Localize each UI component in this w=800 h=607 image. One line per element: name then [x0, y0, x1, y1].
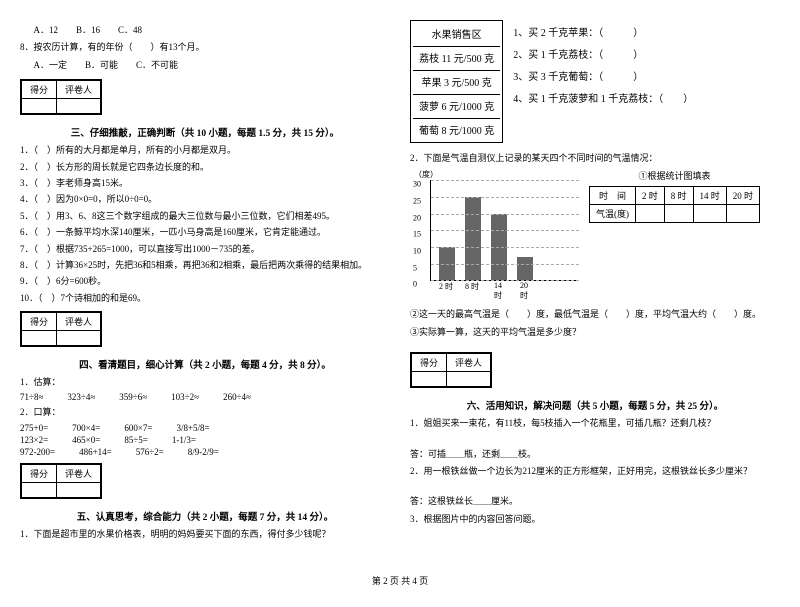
grader-label: 评卷人: [57, 464, 101, 482]
fruit-row: 葡萄 8 元/1000 克: [413, 118, 500, 140]
buy-list: 1、买 2 千克苹果：（ ） 2、买 1 千克荔枝：（ ） 3、买 3 千克葡萄…: [513, 20, 693, 143]
e1: 71÷8≈: [20, 392, 43, 402]
j6: 6．（ ）一条鲸平均水深140厘米，一匹小马身高是160厘米，它肯定能通过。: [20, 225, 390, 239]
fruit-row: 苹果 3 元/500 克: [413, 70, 500, 92]
c: 275+0=: [20, 423, 48, 433]
th: 8 时: [664, 187, 693, 205]
td: [664, 205, 693, 223]
q8: 8．按农历计算，有的年份（ ）有13个月。: [20, 40, 390, 54]
th: 20 时: [726, 187, 759, 205]
j5: 5．（ ）用3、6、8这三个数字组成的最大三位数与最小三位数，它们相差495。: [20, 209, 390, 223]
score-label: 得分: [412, 354, 447, 372]
temp-chart: （度） 051015202530 2 时8 时14 时20 时: [410, 169, 579, 301]
sec5-q1: 1．下面是超市里的水果价格表，明明的妈妈要买下面的东西，得付多少钱呢？: [20, 527, 390, 541]
td: [726, 205, 759, 223]
q8-options: A．一定 B．可能 C．不可能: [20, 58, 390, 72]
c: 972-200=: [20, 447, 55, 457]
page-footer: 第 2 页 共 4 页: [20, 574, 780, 587]
c: 1-1/3=: [172, 435, 196, 445]
j8: 8．（ ）计算36×25时，先把36和5相乘，再把36和2相乘，最后把两次乘得的…: [20, 258, 390, 272]
fruit-row: 菠萝 6 元/1000 克: [413, 94, 500, 116]
e4: 103÷2≈: [171, 392, 199, 402]
s6a1: 答：可插＿＿瓶，还剩＿＿枝。: [410, 447, 780, 461]
e3: 359÷6≈: [119, 392, 147, 402]
calc-row-3: 972-200= 486+14= 576÷2= 8/9-2/9=: [20, 447, 390, 457]
c: 576÷2=: [136, 447, 164, 457]
c: 3/8+5/8=: [176, 423, 209, 433]
score-label: 得分: [22, 81, 57, 99]
j9: 9．（ ）6分=600秒。: [20, 274, 390, 288]
buy3: 3、买 3 千克葡萄：（ ）: [513, 70, 693, 86]
score-box-6: 得分评卷人: [410, 352, 492, 388]
calc-row-2: 123×2= 465×0= 85÷5= 1-1/3=: [20, 435, 390, 445]
section3-title: 三、仔细推敲，正确判断（共 10 小题，每题 1.5 分，共 15 分）。: [20, 125, 390, 139]
calc-label: 2．口算：: [20, 405, 390, 419]
score-box-4: 得分评卷人: [20, 311, 102, 347]
section4-title: 四、看清题目，细心计算（共 2 小题，每题 4 分，共 8 分）。: [20, 357, 390, 371]
bar: [517, 257, 533, 280]
temp-table: 时 间 2 时 8 时 14 时 20 时 气温(度): [589, 186, 760, 223]
td: 气温(度): [590, 205, 636, 223]
j4: 4．（ ）因为0×0=0，所以0÷0=0。: [20, 192, 390, 206]
fruit-row: 荔枝 11 元/500 克: [413, 46, 500, 68]
judge-list: 1．（ ）所有的大月都是单月，所有的小月都是双月。 2．（ ）长方形的周长就是它…: [20, 143, 390, 305]
q7-options: A．12 B．16 C．48: [20, 23, 390, 37]
s6a2: 答：这根铁丝长＿＿厘米。: [410, 494, 780, 508]
c: 123×2=: [20, 435, 48, 445]
td: [636, 205, 665, 223]
e5: 260÷4≈: [223, 392, 251, 402]
buy2: 2、买 1 千克荔枝：（ ）: [513, 48, 693, 64]
section6-title: 六、活用知识，解决问题（共 5 小题，每题 5 分，共 25 分）。: [410, 398, 780, 412]
grader-label: 评卷人: [57, 313, 101, 331]
fruit-price-table: 水果销售区 荔枝 11 元/500 克 苹果 3 元/500 克 菠萝 6 元/…: [410, 20, 503, 143]
ylabel: （度）: [414, 169, 579, 180]
fill-title: ①根据统计图填表: [589, 169, 760, 182]
section5-title: 五、认真思考，综合能力（共 2 小题，每题 7 分，共 14 分）。: [20, 509, 390, 523]
td: [693, 205, 726, 223]
th: 时 间: [590, 187, 636, 205]
q2b: ②这一天的最高气温是（ ）度，最低气温是（ ）度，平均气温大约（ ）度。: [410, 307, 780, 321]
score-label: 得分: [22, 313, 57, 331]
score-box-5: 得分评卷人: [20, 463, 102, 499]
c: 8/9-2/9=: [188, 447, 219, 457]
s6q3: 3．根据图片中的内容回答问题。: [410, 512, 780, 526]
j2: 2．（ ）长方形的周长就是它四条边长度的和。: [20, 160, 390, 174]
c: 85÷5=: [124, 435, 148, 445]
estimate-label: 1．估算：: [20, 375, 390, 389]
th: 2 时: [636, 187, 665, 205]
j7: 7．（ ）根据735+265=1000，可以直接写出1000－735的差。: [20, 242, 390, 256]
j10: 10．（ ）7个诗相加的和是69。: [20, 291, 390, 305]
estimate-row: 71÷8≈ 323÷4≈ 359÷6≈ 103÷2≈ 260÷4≈: [20, 392, 390, 402]
grader-label: 评卷人: [57, 81, 101, 99]
bar: [465, 197, 481, 280]
e2: 323÷4≈: [67, 392, 95, 402]
c: 600×7=: [124, 423, 152, 433]
q2-intro: 2．下面是气温自测仪上记录的某天四个不同时间的气温情况：: [410, 151, 780, 165]
fruit-header: 水果销售区: [413, 23, 500, 44]
buy4: 4、买 1 千克菠萝和 1 千克荔枝：（ ）: [513, 92, 693, 108]
th: 14 时: [693, 187, 726, 205]
grader-label: 评卷人: [447, 354, 491, 372]
score-box-3: 得分评卷人: [20, 79, 102, 115]
s6q2: 2．用一根铁丝做一个边长为212厘米的正方形框架，正好用完，这根铁丝长多少厘米？: [410, 464, 780, 478]
calc-row-1: 275+0= 700×4= 600×7= 3/8+5/8=: [20, 423, 390, 433]
c: 465×0=: [72, 435, 100, 445]
s6q1: 1．姐姐买来一束花，有11枝，每5枝插入一个花瓶里，可插几瓶？还剩几枝？: [410, 416, 780, 430]
j3: 3．（ ）李老师身高15米。: [20, 176, 390, 190]
buy1: 1、买 2 千克苹果：（ ）: [513, 26, 693, 42]
c: 700×4=: [72, 423, 100, 433]
c: 486+14=: [79, 447, 112, 457]
q2c: ③实际算一算，这天的平均气温是多少度？: [410, 325, 780, 339]
j1: 1．（ ）所有的大月都是单月，所有的小月都是双月。: [20, 143, 390, 157]
score-label: 得分: [22, 464, 57, 482]
